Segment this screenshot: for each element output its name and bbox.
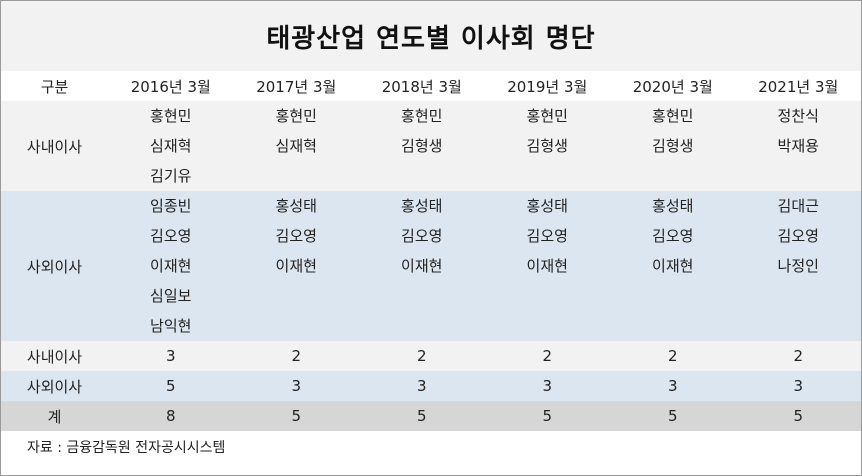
count-value: 2 [484,341,610,371]
inside-directors-row: 사내이사 홍현민 심재혁 김기유 홍현민 심재혁 홍현민 [1,101,861,191]
header-cell-2019: 2019년 3월 [484,71,610,101]
total-value: 5 [233,401,359,431]
outside-cell-2019: 홍성태 김오영 이재현 [484,191,610,341]
total-value: 5 [735,401,861,431]
figure-title: 태광산업 연도별 이사회 명단 [266,23,596,54]
inside-count-row: 사내이사 3 2 2 2 2 2 [1,341,861,371]
total-value: 5 [610,401,736,431]
director-name: 나정인 [777,257,819,275]
outside-count-row: 사외이사 5 3 3 3 3 3 [1,371,861,401]
outside-cell-2018: 홍성태 김오영 이재현 [359,191,485,341]
inside-cell-2020: 홍현민 김형생 [610,101,736,191]
director-name: 심재혁 [150,137,192,155]
count-value: 2 [233,341,359,371]
total-row: 계 8 5 5 5 5 5 [1,401,861,431]
count-value: 2 [610,341,736,371]
director-name: 심재혁 [275,137,317,155]
source-note: 자료 : 금융감독원 전자공시시스템 [27,440,226,456]
director-name: 김형생 [652,137,694,155]
director-name: 김오영 [150,227,192,245]
director-name: 홍성태 [401,197,443,215]
director-name: 이재현 [526,257,568,275]
inside-cell-2018: 홍현민 김형생 [359,101,485,191]
total-value: 5 [484,401,610,431]
director-name: 이재현 [401,257,443,275]
count-label: 사외이사 [1,371,108,401]
outside-directors-row: 사외이사 임종빈 김오영 이재현 심일보 남익현 홍성태 김오영 이재현 [1,191,861,341]
director-name: 김대근 [777,197,819,215]
board-members-table: 구분 2016년 3월 2017년 3월 2018년 3월 2019년 3월 2… [1,71,861,431]
outside-cell-2016: 임종빈 김오영 이재현 심일보 남익현 [108,191,234,341]
count-value: 2 [735,341,861,371]
outside-cell-2017: 홍성태 김오영 이재현 [233,191,359,341]
count-value: 5 [108,371,234,401]
director-name: 심일보 [150,287,192,305]
director-name: 홍성태 [275,197,317,215]
row-label-outside: 사외이사 [1,191,108,341]
header-cell-2017: 2017년 3월 [233,71,359,101]
header-cell-2021: 2021년 3월 [735,71,861,101]
director-name: 홍현민 [275,107,317,125]
director-name: 정찬식 [777,107,819,125]
header-cell-2018: 2018년 3월 [359,71,485,101]
director-name: 임종빈 [150,197,192,215]
director-name: 김기유 [150,167,192,185]
director-name: 홍현민 [401,107,443,125]
director-name: 홍현민 [526,107,568,125]
count-label: 사내이사 [1,341,108,371]
count-value: 3 [735,371,861,401]
director-name: 박재용 [777,137,819,155]
count-value: 2 [359,341,485,371]
director-name: 김오영 [777,227,819,245]
header-cell-2020: 2020년 3월 [610,71,736,101]
director-name: 이재현 [150,257,192,275]
outside-cell-2020: 홍성태 김오영 이재현 [610,191,736,341]
count-value: 3 [108,341,234,371]
count-value: 3 [610,371,736,401]
director-name: 김오영 [526,227,568,245]
row-label-inside: 사내이사 [1,101,108,191]
inside-cell-2017: 홍현민 심재혁 [233,101,359,191]
director-name: 홍현민 [150,107,192,125]
director-name: 김오영 [652,227,694,245]
director-name: 홍성태 [526,197,568,215]
director-name: 김형생 [526,137,568,155]
director-name: 김오영 [401,227,443,245]
director-name: 김오영 [275,227,317,245]
director-name: 이재현 [275,257,317,275]
header-cell-category: 구분 [1,71,108,101]
total-label: 계 [1,401,108,431]
outside-cell-2021: 김대근 김오영 나정인 [735,191,861,341]
director-name: 남익현 [150,317,192,335]
director-name: 김형생 [401,137,443,155]
count-value: 3 [484,371,610,401]
inside-cell-2021: 정찬식 박재용 [735,101,861,191]
inside-cell-2016: 홍현민 심재혁 김기유 [108,101,234,191]
header-cell-2016: 2016년 3월 [108,71,234,101]
inside-cell-2019: 홍현민 김형생 [484,101,610,191]
director-name: 홍현민 [652,107,694,125]
count-value: 3 [233,371,359,401]
header-row: 구분 2016년 3월 2017년 3월 2018년 3월 2019년 3월 2… [1,71,861,101]
total-value: 8 [108,401,234,431]
title-band: 태광산업 연도별 이사회 명단 [1,1,861,71]
total-value: 5 [359,401,485,431]
director-name: 홍성태 [652,197,694,215]
director-name: 이재현 [652,257,694,275]
count-value: 3 [359,371,485,401]
